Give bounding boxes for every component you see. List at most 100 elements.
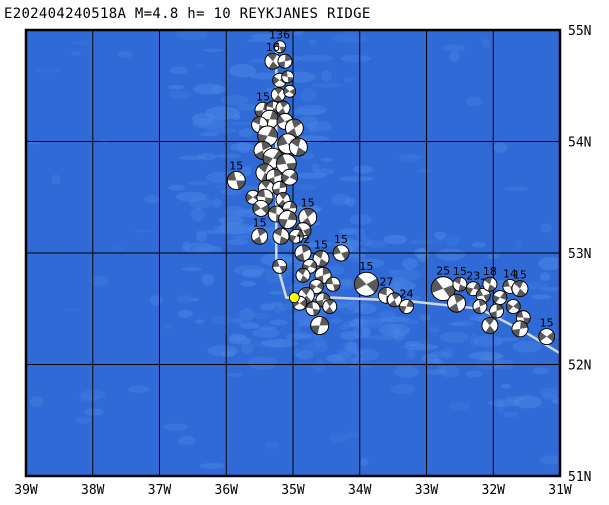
bathymetry-patch [199, 462, 226, 470]
focal-mechanism [275, 100, 291, 116]
latitude-tick-labels: 55N 54N 53N 52N 51N [568, 24, 591, 485]
bathymetry-patch [368, 334, 400, 341]
bathymetry-patch [257, 325, 278, 330]
bathymetry-patch [541, 286, 560, 292]
bathymetry-patch [539, 387, 560, 399]
bathymetry-patch [439, 331, 469, 343]
focal-mechanism [272, 258, 288, 274]
latitude-tick-label: 52N [568, 359, 591, 374]
bathymetry-patch [308, 243, 318, 248]
map-frame [24, 28, 562, 478]
mechanism-depth-label: 24 [399, 288, 413, 301]
bathymetry-patch [402, 319, 419, 325]
bathymetry-patch [433, 231, 447, 239]
focal-mechanism [288, 228, 304, 244]
bathymetry-patch [408, 239, 435, 245]
latitude-tick-label: 54N [568, 136, 591, 151]
bathymetry-patch [246, 38, 272, 43]
bathymetry-patch [433, 358, 442, 366]
bathymetry-patch [404, 341, 421, 347]
bathymetry-patch [144, 194, 161, 204]
map-title: E202404240518A M=4.8 h= 10 REYKJANES RID… [4, 6, 371, 22]
bathymetry-patch [449, 401, 471, 411]
bathymetry-patch [326, 354, 345, 363]
bathymetry-patch [344, 197, 356, 207]
bathymetry-patch [378, 310, 396, 321]
bathymetry-patch [503, 186, 530, 191]
bathymetry-patch [539, 455, 560, 465]
bathymetry-patch [436, 235, 445, 241]
focal-mechanism [295, 267, 311, 283]
bathymetry-patch [168, 90, 192, 100]
bathymetry-patch [365, 240, 387, 248]
bathymetry-patch [425, 369, 448, 375]
bathymetry-patch [191, 298, 200, 302]
bathymetry-patch [437, 365, 446, 371]
bathymetry-patch [298, 116, 319, 128]
mechanism-depth-label: 15 [513, 269, 527, 282]
bathymetry-patch [294, 172, 327, 179]
bathymetry-patch [416, 248, 430, 262]
focal-mechanism [492, 290, 508, 306]
bathymetry-patch [355, 233, 367, 241]
bathymetry-patch [230, 143, 255, 152]
focal-mechanism [310, 316, 330, 335]
bathymetry-patch [273, 305, 285, 314]
bathymetry-patch [497, 337, 520, 342]
bathymetry-patch [481, 38, 491, 48]
bathymetry-patch [569, 418, 590, 426]
longitude-tick-label: 38W [81, 483, 105, 498]
bathymetry-patch [177, 435, 197, 445]
bathymetry-patch [361, 326, 372, 339]
longitude-tick-label: 37W [148, 483, 172, 498]
focal-mechanism [288, 137, 308, 157]
bathymetry-patch [342, 239, 363, 248]
bathymetry-patch [446, 234, 460, 247]
bathymetry-patch [331, 33, 368, 44]
bathymetry-patch [190, 207, 205, 222]
bathymetry-patch [218, 222, 253, 235]
bathymetry-patch [379, 316, 410, 323]
bathymetry-patch [221, 350, 236, 357]
bathymetry-patch [297, 54, 333, 62]
bathymetry-patch [259, 303, 275, 311]
bathymetry-patch [538, 256, 560, 271]
mechanism-depth-label: 15 [359, 260, 373, 273]
bathymetry-patch [195, 319, 205, 324]
focal-mechanism [447, 293, 466, 313]
bathymetry-patch [486, 253, 498, 260]
focal-mechanism [275, 153, 297, 175]
bathymetry-patch [424, 358, 445, 366]
bathymetry-patch [230, 234, 255, 240]
bathymetry-patch [539, 272, 551, 282]
bathymetry-patch [197, 153, 217, 161]
focal-mechanism: 12 [294, 233, 312, 262]
focal-mechanism: 15 [332, 233, 350, 262]
bathymetry-patch [308, 123, 317, 134]
bathymetry-patch [117, 51, 134, 58]
bathymetry-patch [313, 338, 328, 347]
bathymetry-patch [205, 106, 240, 120]
bathymetry-patch [393, 329, 405, 342]
bathymetry-patch [192, 118, 228, 129]
bathymetry-patch [347, 250, 366, 263]
bathymetry-patch [163, 324, 173, 329]
focal-mechanism [283, 84, 297, 98]
bathymetry-patch [329, 318, 343, 324]
bathymetry-patch [533, 367, 550, 375]
bathymetry-patch [291, 282, 311, 286]
bathymetry-patch [170, 66, 189, 75]
bathymetry-patch [342, 277, 353, 287]
longitude-tick-label: 36W [215, 483, 239, 498]
focal-mechanism: 23 [465, 270, 481, 297]
bathymetry-patch [353, 165, 373, 174]
bathymetry-patch [178, 155, 207, 160]
bathymetry-patch [531, 294, 552, 300]
focal-mechanism: 15 [538, 317, 556, 346]
bathymetry-patch [177, 309, 193, 318]
bathymetry-patch [301, 342, 329, 354]
bathymetry-patch [326, 265, 345, 275]
mechanism-depth-label: 15 [253, 216, 267, 229]
bathymetry-patch [51, 174, 61, 185]
bathymetry-patch [388, 269, 399, 274]
